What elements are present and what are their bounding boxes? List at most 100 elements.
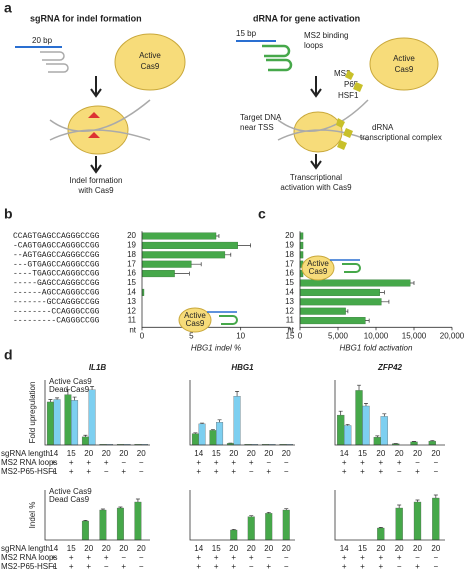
condition-value: − (139, 553, 144, 562)
condition-value: + (249, 553, 254, 562)
condition-value: + (231, 562, 236, 571)
condition-value: − (284, 562, 289, 571)
condition-value: − (284, 458, 289, 467)
x-tick-label: 20 (395, 449, 404, 458)
x-tick-label: 20 (229, 544, 238, 553)
bar (247, 516, 255, 541)
bar (299, 251, 304, 259)
legend-entry: Dead Cas9 (49, 495, 90, 504)
condition-value: + (231, 458, 236, 467)
error-bar (378, 527, 383, 528)
error-bar (237, 243, 251, 248)
error-bar (231, 528, 236, 530)
condition-value: + (415, 467, 420, 476)
error-bar (412, 441, 417, 442)
bar (377, 527, 385, 541)
x-tick-label: 20 (264, 544, 273, 553)
x-axis-label: HBG1 fold activation (340, 343, 413, 352)
error-bar (100, 508, 105, 510)
x-tick-label: 14 (49, 544, 58, 553)
error-bar (365, 318, 370, 323)
bp-label: 15 bp (236, 29, 257, 38)
condition-value: + (360, 553, 365, 562)
inset-label: Cas9 (186, 319, 205, 328)
condition-value: + (69, 562, 74, 571)
error-bar (191, 262, 202, 267)
category-label: 19 (285, 241, 294, 250)
axis (189, 380, 295, 446)
x-tick-label: 14 (340, 449, 349, 458)
condition-value: + (196, 467, 201, 476)
error-bar (217, 419, 222, 423)
condition-value: + (51, 562, 56, 571)
category-label: 14 (285, 288, 294, 297)
chart-title: HBG1 (231, 363, 254, 372)
category-label: 11 (128, 316, 137, 325)
complex-label: MS2 (334, 69, 351, 78)
panel-label: c (258, 206, 266, 222)
x-tick-label: 20 (119, 544, 128, 553)
condition-value: + (86, 562, 91, 571)
error-bar (249, 515, 254, 517)
dna-label: Target DNA (240, 113, 282, 122)
category-note: nt (287, 325, 294, 334)
condition-value: + (342, 562, 347, 571)
condition-value: + (121, 467, 126, 476)
bar (81, 436, 89, 446)
error-bar (284, 508, 289, 510)
axis (44, 380, 150, 446)
condition-value: + (214, 467, 219, 476)
error-bar (235, 391, 240, 397)
sequence-label: ------AGCCAGGGCCGG (13, 289, 100, 298)
bar (299, 232, 304, 240)
condition-value: − (249, 562, 254, 571)
cut-site (88, 112, 100, 138)
category-label: 12 (285, 306, 294, 315)
condition-value: + (378, 458, 383, 467)
condition-value: + (360, 467, 365, 476)
bar (230, 529, 238, 541)
condition-value: + (86, 553, 91, 562)
error-bar (266, 511, 271, 514)
condition-value: − (397, 562, 402, 571)
outcome-text: Transcriptional (290, 173, 342, 182)
bar (373, 437, 381, 446)
condition-value: + (69, 458, 74, 467)
error-bar (83, 520, 88, 521)
condition-value: + (196, 458, 201, 467)
category-label: 16 (127, 269, 136, 278)
error-bar (415, 499, 420, 502)
condition-value: − (104, 562, 109, 571)
sequence-label: ----TGAGCCAGGGCCGG (13, 270, 100, 279)
x-tick-label: 20 (264, 449, 273, 458)
x-tick-label: 20 (431, 544, 440, 553)
condition-value: + (86, 458, 91, 467)
condition-value: + (415, 562, 420, 571)
x-tick-label: 20 (84, 449, 93, 458)
category-label: 11 (286, 316, 295, 325)
inset-cas9 (178, 307, 212, 333)
condition-value: + (342, 553, 347, 562)
condition-value: + (196, 553, 201, 562)
condition-value: − (433, 458, 438, 467)
axis (44, 490, 150, 541)
axis (189, 490, 295, 541)
bar (88, 389, 96, 446)
x-tick-label: 15 (212, 544, 221, 553)
bar (216, 422, 224, 446)
condition-value: + (214, 562, 219, 571)
x-tick-label: 14 (49, 449, 58, 458)
condition-value: + (104, 458, 109, 467)
condition-value: − (139, 562, 144, 571)
bar (362, 405, 370, 446)
error-bar (83, 434, 88, 437)
category-label: 13 (127, 297, 136, 306)
category-label: 20 (127, 231, 136, 240)
sequence-label: -CAGTGAGCCAGGGCCGG (13, 242, 100, 251)
cas9 (369, 37, 439, 91)
condition-value: − (415, 458, 420, 467)
inset-hairpin (342, 263, 361, 273)
bar (71, 400, 79, 446)
x-tick-label: 5 (189, 331, 194, 340)
x-tick-label: 20 (84, 544, 93, 553)
